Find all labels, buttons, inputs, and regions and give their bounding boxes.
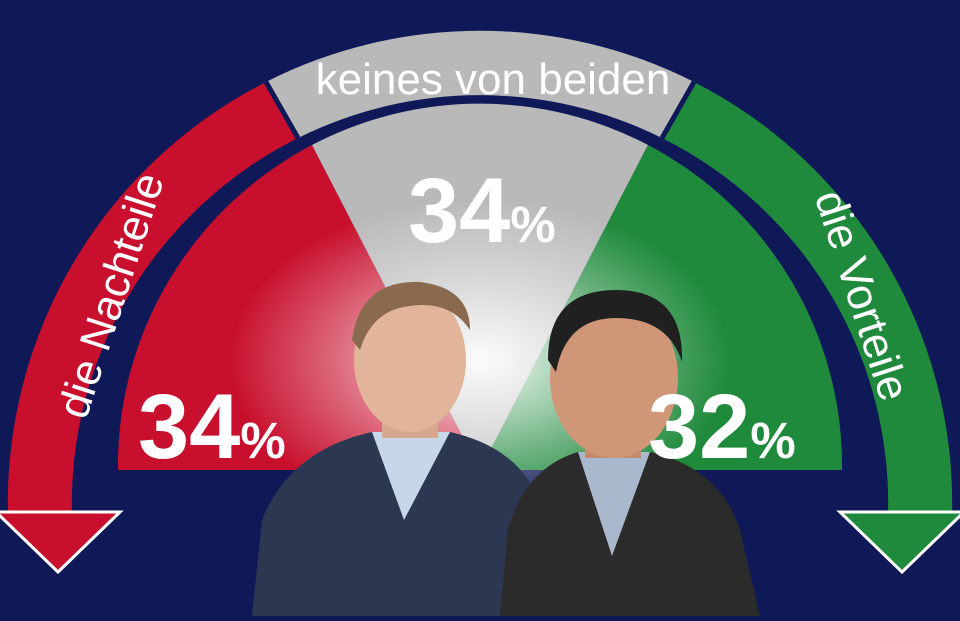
value-unit: %: [240, 412, 285, 469]
arrow-down-icon: [0, 510, 124, 575]
value-label: 34%: [408, 160, 556, 262]
value-label-negative: 34%: [138, 376, 286, 478]
arc-divider-left: [263, 80, 301, 140]
value-label: 32%: [648, 376, 796, 478]
value-label: 34%: [138, 376, 286, 478]
value-number: 34: [408, 160, 510, 262]
value-unit: %: [510, 196, 555, 253]
arc-label-neutral: keines von beiden: [316, 55, 671, 104]
person-photo-right: [500, 290, 760, 616]
value-label-neutral: 34%: [408, 160, 556, 262]
arrow-down-icon: [836, 510, 960, 575]
arc-divider-right: [659, 80, 697, 140]
arc-band-neutral: [266, 30, 694, 139]
value-unit: %: [750, 412, 795, 469]
person-photo-left: [252, 281, 555, 616]
arc-band-negative: [7, 82, 298, 515]
arc-band-positive: [662, 82, 953, 515]
value-number: 34: [138, 376, 240, 478]
value-label-positive: 32%: [648, 376, 796, 478]
value-number: 32: [648, 376, 750, 478]
